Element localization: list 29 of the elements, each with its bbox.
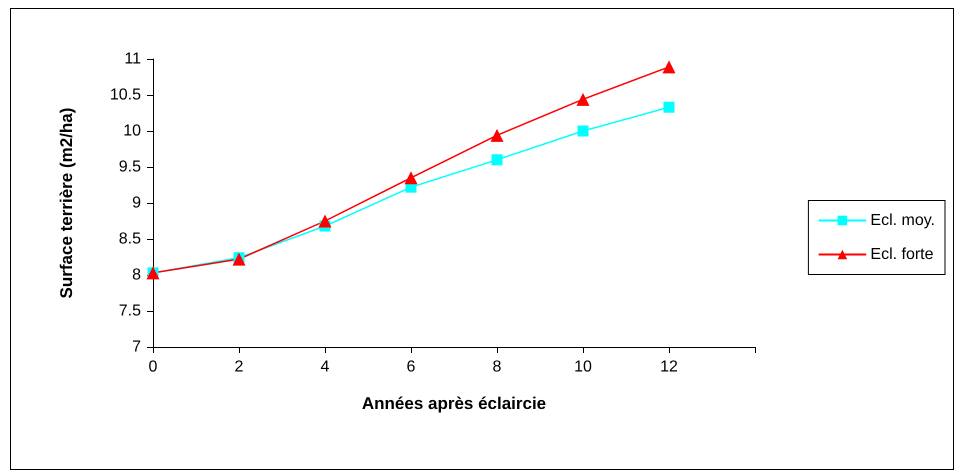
x-tick-label: 10 <box>574 358 592 376</box>
point <box>232 252 246 266</box>
y-tick-label: 9.5 <box>118 158 142 176</box>
legend-label: Ecl. forte <box>870 246 934 263</box>
point <box>492 154 502 166</box>
y-tick-label: 10.5 <box>110 86 142 104</box>
y-tick-label: 9 <box>132 194 142 212</box>
x-tick-label: 12 <box>660 358 678 376</box>
y-tick-label: 11 <box>124 50 142 68</box>
y-tick-label: 10 <box>123 122 142 140</box>
y-tick-label: 8.5 <box>118 230 142 248</box>
point <box>662 60 676 74</box>
point <box>490 128 504 142</box>
point <box>318 214 332 228</box>
point <box>404 171 418 184</box>
point <box>664 102 674 113</box>
x-tick-label: 6 <box>406 358 416 376</box>
y-tick-label: 7.5 <box>118 302 142 320</box>
y-axis-title: Surface terrière (m2/ha) <box>57 108 76 298</box>
point <box>578 126 588 136</box>
x-axis-title: Années après éclaircie <box>362 394 546 413</box>
x-tick-label: 4 <box>320 358 330 376</box>
x-tick-label: 8 <box>492 358 502 376</box>
x-tick-label: 2 <box>234 358 244 376</box>
x-tick-label: 0 <box>148 358 158 376</box>
legend-label: Ecl. moy. <box>870 212 936 229</box>
y-tick-label: 7 <box>132 338 142 356</box>
y-tick-label: 8 <box>132 266 142 284</box>
point <box>576 92 590 106</box>
